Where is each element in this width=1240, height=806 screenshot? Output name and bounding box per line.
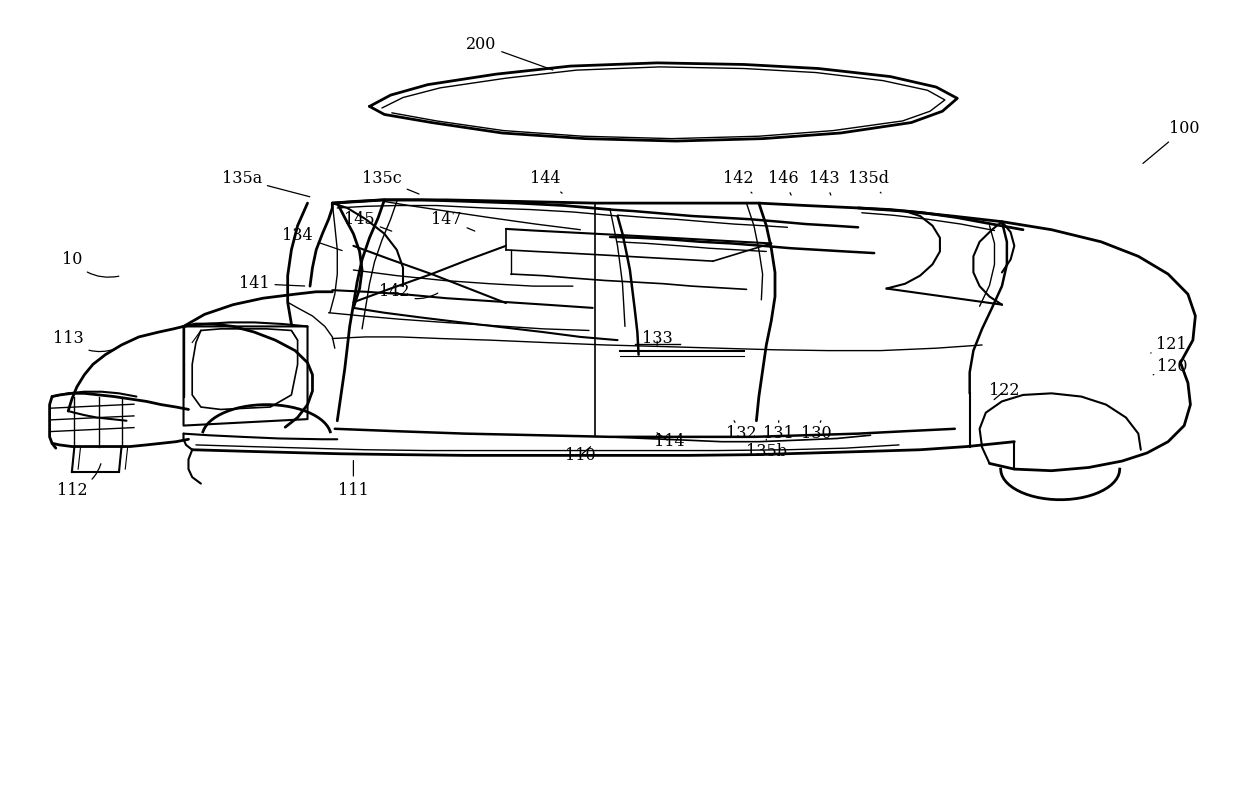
Text: 135b: 135b <box>745 439 787 460</box>
Text: 135a: 135a <box>222 170 310 197</box>
Text: 142: 142 <box>723 170 753 193</box>
Text: 112: 112 <box>57 463 100 499</box>
Text: 134: 134 <box>283 226 342 251</box>
Text: 131: 131 <box>764 421 794 442</box>
Polygon shape <box>370 63 957 141</box>
Text: 130: 130 <box>801 421 831 442</box>
Text: 147: 147 <box>432 210 475 231</box>
Text: 200: 200 <box>466 35 553 70</box>
Text: 111: 111 <box>339 460 368 499</box>
Text: 145: 145 <box>345 210 392 231</box>
Text: 142: 142 <box>379 283 438 301</box>
Text: 120: 120 <box>1153 358 1187 376</box>
Text: 144: 144 <box>531 170 562 193</box>
Text: 110: 110 <box>565 447 595 464</box>
Text: 114: 114 <box>655 433 684 451</box>
Text: 132: 132 <box>727 421 756 442</box>
Text: 135c: 135c <box>362 170 419 194</box>
Text: 141: 141 <box>239 275 305 293</box>
Text: 122: 122 <box>990 382 1019 400</box>
Text: 146: 146 <box>769 170 799 195</box>
Text: 100: 100 <box>1143 120 1199 164</box>
Text: 113: 113 <box>53 330 115 351</box>
Text: 133: 133 <box>642 330 672 347</box>
Text: 121: 121 <box>1151 336 1187 354</box>
Text: 10: 10 <box>62 251 119 277</box>
Text: 135d: 135d <box>847 170 889 193</box>
Text: 143: 143 <box>810 170 839 195</box>
